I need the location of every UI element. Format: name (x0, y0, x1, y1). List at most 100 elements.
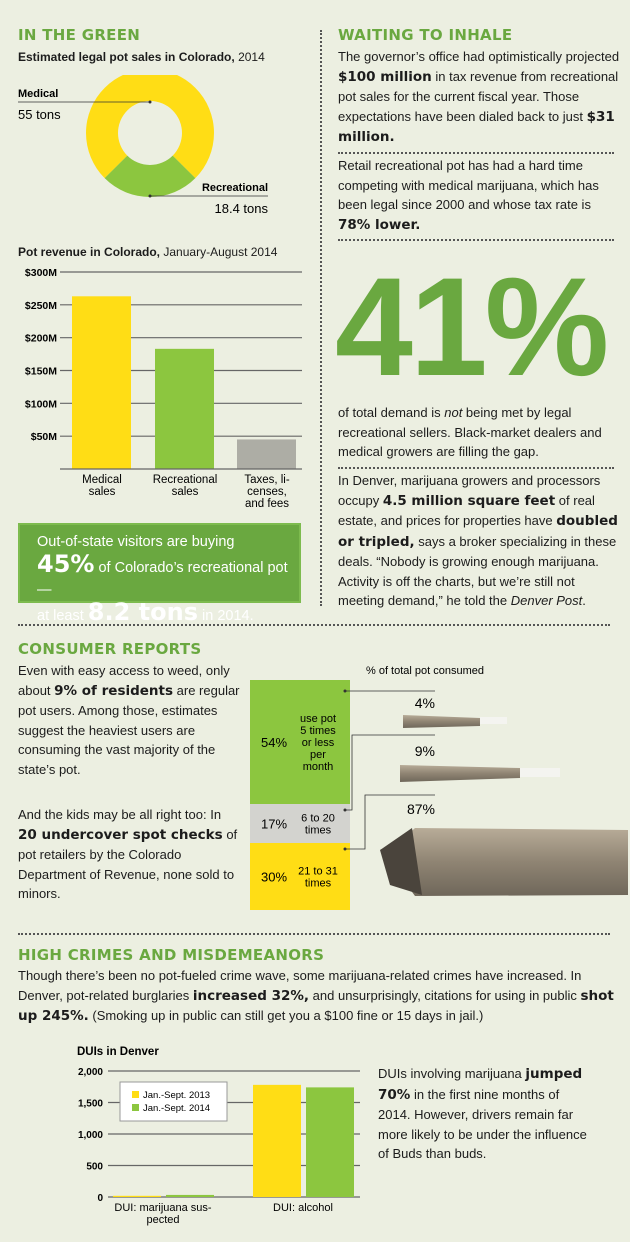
leader-line (345, 794, 435, 850)
section-divider (18, 933, 610, 935)
y-tick-label: $100M (25, 398, 57, 410)
section-divider (18, 624, 610, 626)
text-run: In Denver, marijuana growers and process… (338, 473, 601, 508)
waiting-paragraph-1: The governor’s office had optimistically… (338, 47, 620, 148)
bar (155, 348, 214, 469)
x-tick-label: DUI: marijuana sus- (114, 1202, 212, 1214)
crimes-paragraph-1: Though there’s been no pot-fueled crime … (18, 966, 618, 1027)
y-tick-label: $200M (25, 333, 57, 345)
text-run: 20 undercover spot checks (18, 826, 223, 843)
text-run: $100 million (338, 68, 432, 85)
y-tick-label: 1,000 (78, 1130, 103, 1141)
segment-percent: 30% (261, 870, 287, 885)
waiting-paragraph-4: In Denver, marijuana growers and process… (338, 471, 620, 611)
donut-title-year: 2014 (238, 50, 265, 64)
joint-large-icon (385, 828, 628, 896)
y-tick-label: $300M (25, 267, 57, 279)
callout-line: 45% of Colorado’s recreational pot— (37, 552, 299, 601)
x-tick-label: DUI: alcohol (273, 1202, 333, 1214)
donut-title: Estimated legal pot sales in Colorado, 2… (18, 50, 265, 64)
stacked-segment (250, 804, 350, 843)
consumer-paragraph-1: Even with easy access to weed, only abou… (18, 661, 243, 779)
donut-title-main: Estimated legal pot sales in Colorado, (18, 50, 235, 64)
section-heading-consumer: CONSUMER REPORTS (18, 640, 202, 658)
legend-swatch (132, 1091, 139, 1098)
y-tick-label: $150M (25, 366, 57, 378)
legend-label: Jan.-Sept. 2014 (143, 1103, 210, 1114)
crimes-paragraph-2: DUIs involving marijuana jumped 70% in t… (378, 1064, 588, 1164)
consumed-percent: 9% (415, 743, 435, 759)
big-41-percent: 41% (335, 248, 609, 405)
y-tick-label: $50M (31, 431, 58, 443)
text-run: Retail recreational pot has had a hard t… (338, 158, 599, 212)
column-divider (320, 30, 322, 606)
consumed-percent: 87% (407, 801, 435, 817)
segment-label: 5 times (300, 725, 336, 737)
bar-2013 (253, 1084, 301, 1197)
section-heading-waiting: WAITING TO INHALE (338, 26, 513, 44)
stacked-segment (250, 680, 350, 804)
bar-2014 (306, 1087, 354, 1197)
stacked-segment (250, 843, 350, 910)
donut-slice-recreational (104, 155, 196, 197)
section-heading-in-the-green: IN THE GREEN (18, 26, 141, 44)
text-run: increased 32%, (192, 987, 310, 1004)
slice-value: 55 tons (18, 107, 61, 122)
donut-chart: Medical 55 tons Recreational 18.4 tons (18, 75, 268, 216)
text-run: 78% lower. (338, 216, 421, 233)
text-run: shot up 245%. (18, 987, 614, 1025)
text-run: of total demand is (338, 405, 445, 420)
text-run: The governor’s office had optimistically… (338, 49, 620, 64)
segment-percent: 54% (261, 735, 287, 750)
text-run: doubled or tripled, (338, 513, 618, 550)
divider (338, 152, 614, 154)
divider (338, 239, 614, 241)
text-run: DUIs involving marijuana (378, 1066, 526, 1081)
text-run: 8.2 tons (87, 598, 198, 626)
callout-line: Out-of-state visitors are buying (37, 531, 299, 553)
text-run: at least (37, 608, 88, 624)
x-tick-label: pected (146, 1214, 179, 1226)
text-run: are regular pot users. Among those, esti… (18, 682, 240, 777)
x-tick-label: and fees (245, 498, 289, 510)
text-run: says a broker specializing in these deal… (338, 533, 617, 609)
text-run: not (444, 405, 463, 420)
leader-dot (343, 689, 347, 693)
waiting-paragraph-3: of total demand is not being met by lega… (338, 403, 620, 462)
revenue-bar-chart: $50M$100M$150M$200M$250M$300MMedicalsale… (25, 267, 302, 510)
joint-paper (480, 717, 507, 724)
segment-label: times (305, 878, 332, 890)
x-tick-label: Medical (82, 474, 122, 486)
x-tick-label: Recreational (153, 474, 218, 486)
slice-label: Medical (18, 88, 58, 100)
y-tick-label: 2,000 (78, 1067, 103, 1078)
text-run: in tax revenue from recreational pot sal… (338, 68, 619, 124)
text-run: being met by legal recreational sellers.… (338, 405, 602, 459)
legend-box (119, 1081, 228, 1122)
divider (338, 467, 614, 469)
text-run: Out-of-state visitors are buying (37, 534, 235, 550)
legend-swatch (132, 1104, 139, 1111)
segment-label: or less (302, 737, 335, 749)
bar-2013 (113, 1195, 161, 1197)
callout-line: at least 8.2 tons in 2014. (37, 598, 299, 627)
segment-label: month (303, 761, 334, 773)
donut-slice-medical (86, 75, 214, 179)
leader-line (345, 734, 435, 811)
y-tick-label: 0 (97, 1193, 103, 1204)
bar (72, 296, 131, 469)
segment-label: 6 to 20 (301, 813, 335, 825)
text-run: $31 million. (338, 108, 615, 146)
bar-title-period: January-August 2014 (163, 245, 278, 259)
text-run: Even with easy access to weed, only abou… (18, 663, 230, 698)
text-run: jumped 70% (378, 1066, 583, 1103)
text-run: Though there’s been no pot-fueled crime … (18, 968, 582, 1003)
leader-dot (343, 808, 347, 812)
segment-label: times (305, 825, 332, 837)
text-run: of Colorado’s recreational pot— (37, 560, 288, 598)
text-run: in 2014. (197, 608, 254, 624)
text-run: and unsurprisingly, citations for using … (309, 987, 581, 1003)
text-run: (Smoking up in public can still get you … (88, 1008, 484, 1023)
consumed-percent: 4% (415, 695, 435, 711)
